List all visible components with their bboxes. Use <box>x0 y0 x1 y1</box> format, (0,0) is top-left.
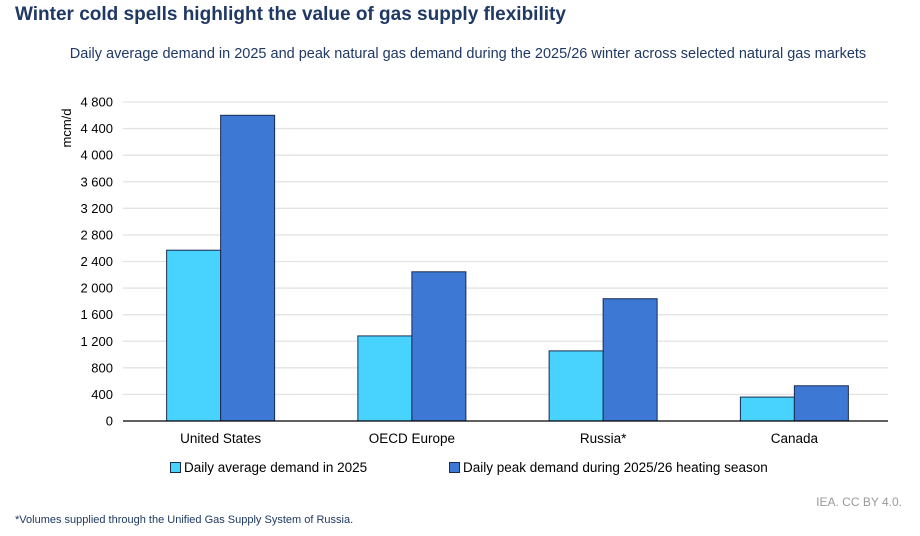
y-tick-label: 4 800 <box>80 95 113 110</box>
bar-average <box>357 335 413 422</box>
x-category-label: United States <box>180 431 261 446</box>
y-tick-label: 800 <box>91 360 113 375</box>
x-category-label: Canada <box>771 431 819 446</box>
bar-average <box>166 249 222 422</box>
bar-peak <box>220 114 276 422</box>
y-tick-label: 1 600 <box>80 307 113 322</box>
bar-peak <box>602 298 658 422</box>
footnote: *Volumes supplied through the Unified Ga… <box>15 514 354 526</box>
legend-swatch-average <box>170 462 181 473</box>
legend-swatch-peak <box>449 462 460 473</box>
page-title: Winter cold spells highlight the value o… <box>15 4 566 25</box>
legend-item-peak: Daily peak demand during 2025/26 heating… <box>449 460 768 475</box>
y-axis-label: mcm/d <box>59 109 74 148</box>
bar-average <box>739 396 795 422</box>
y-tick-label: 3 200 <box>80 201 113 216</box>
y-tick-label: 2 400 <box>80 254 113 269</box>
x-category-label: OECD Europe <box>369 431 455 446</box>
chart-subtitle: Daily average demand in 2025 and peak na… <box>69 46 867 62</box>
y-tick-label: 1 200 <box>80 334 113 349</box>
y-tick-label: 4 400 <box>80 121 113 136</box>
y-tick-label: 2 800 <box>80 227 113 242</box>
y-tick-label: 3 600 <box>80 174 113 189</box>
bar-average <box>548 350 604 422</box>
x-category-label: Russia* <box>580 431 627 446</box>
legend-label-average: Daily average demand in 2025 <box>184 460 368 475</box>
legend-label-peak: Daily peak demand during 2025/26 heating… <box>463 460 768 475</box>
y-tick-label: 4 000 <box>80 148 113 163</box>
y-tick-label: 400 <box>91 387 113 402</box>
y-tick-label: 0 <box>106 414 113 429</box>
legend-item-average: Daily average demand in 2025 <box>170 460 367 475</box>
y-tick-label: 2 000 <box>80 281 113 296</box>
bar-peak <box>793 385 849 422</box>
credit: IEA. CC BY 4.0. <box>816 495 902 509</box>
bar-peak <box>411 271 467 422</box>
